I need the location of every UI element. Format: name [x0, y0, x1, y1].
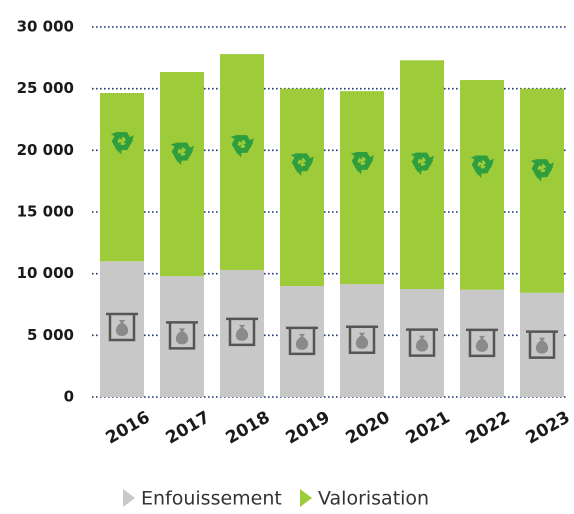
y-tick-label: 15 000 [17, 203, 74, 221]
y-tick-label: 10 000 [17, 264, 74, 282]
bin-bag [295, 333, 309, 350]
bar-segment [160, 72, 204, 277]
bin-outline [406, 328, 438, 357]
y-tick-label: 25 000 [17, 79, 74, 97]
bin-outline [346, 325, 378, 355]
bin-bag [475, 335, 489, 352]
recycle-icon [290, 153, 314, 176]
bin-outline [466, 328, 498, 358]
bin-icon [406, 328, 438, 357]
recycle-icon [230, 134, 254, 158]
recycle-icon [410, 152, 434, 176]
recycle-arrow [350, 151, 363, 172]
recycle-arrow [290, 153, 303, 173]
recycle-arrow [414, 160, 434, 176]
recycle-arrow [474, 162, 494, 178]
bar-segment [340, 91, 384, 285]
recycle-arrow [114, 139, 134, 155]
legend-marker [300, 489, 312, 507]
bin-bag [355, 332, 369, 349]
bin-icon [226, 317, 258, 347]
bin-icon [466, 328, 498, 358]
x-tick-label: 2020 [343, 407, 394, 448]
y-tick-label: 0 [64, 388, 74, 406]
recycle-arrow [354, 159, 374, 175]
x-tick-label: 2017 [163, 408, 214, 449]
bin-outline [226, 317, 258, 347]
bin-bag [175, 328, 189, 345]
bin-bag [115, 320, 129, 337]
recycle-icon [470, 155, 494, 178]
bar-segment [280, 88, 324, 287]
bin-icon [346, 325, 378, 355]
recycle-icon [110, 131, 134, 155]
x-tick-label: 2023 [523, 408, 574, 449]
bar-segment [520, 88, 564, 293]
recycle-arrow [230, 134, 243, 155]
bin-icon [106, 312, 138, 342]
x-tick-label: 2022 [463, 408, 514, 449]
bin-bag [235, 324, 249, 341]
y-tick-label: 30 000 [17, 18, 74, 36]
bin-bag [415, 335, 429, 352]
recycle-arrow [530, 158, 543, 179]
legend-marker [123, 489, 135, 507]
recycle-arrow [110, 131, 123, 152]
recycle-icon [350, 151, 374, 175]
recycle-arrow [470, 155, 483, 176]
y-tick-label: 20 000 [17, 141, 74, 159]
legend-label: Valorisation [318, 488, 429, 510]
bar-segment [460, 80, 504, 290]
bar-segment [400, 60, 444, 290]
x-tick-label: 2021 [403, 408, 454, 449]
y-tick-label: 5 000 [27, 326, 74, 344]
bar-segment [100, 92, 144, 262]
bin-outline [166, 321, 198, 350]
bar-segment [220, 54, 264, 270]
bin-icon [286, 326, 318, 356]
recycle-arrow [534, 166, 554, 182]
recycle-arrow [294, 160, 314, 176]
bin-icon [166, 321, 198, 350]
recycle-arrow [234, 142, 254, 158]
x-tick-label: 2016 [103, 408, 154, 449]
x-tick-label: 2019 [283, 408, 334, 449]
x-tick-label: 2018 [223, 408, 274, 449]
bin-outline [286, 326, 318, 356]
bin-bag [535, 337, 549, 354]
recycle-icon [530, 158, 554, 182]
legend-label: Enfouissement [141, 488, 282, 510]
recycle-icon [170, 142, 194, 166]
bin-icon [526, 330, 558, 359]
recycle-arrow [410, 152, 423, 173]
recycle-arrow [174, 150, 194, 166]
bin-outline [106, 312, 138, 342]
bin-outline [526, 330, 558, 359]
recycle-arrow [170, 142, 183, 163]
